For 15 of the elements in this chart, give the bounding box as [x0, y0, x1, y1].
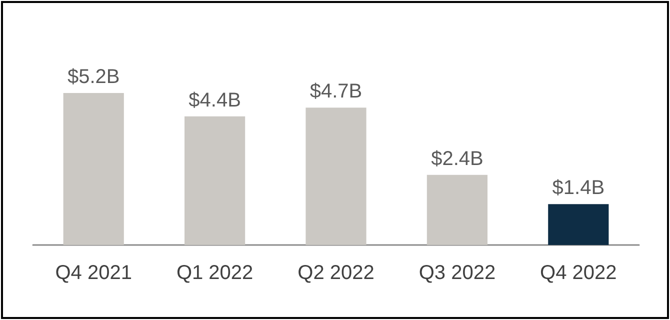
bar: [306, 108, 366, 245]
x-tick-label: Q4 2022: [540, 262, 617, 284]
x-tick-label: Q2 2022: [298, 262, 374, 284]
data-label: $5.2B: [67, 66, 120, 88]
x-tick-label: Q4 2021: [55, 262, 132, 284]
bar: [426, 174, 488, 245]
bar: [548, 204, 609, 245]
data-label: $4.4B: [188, 89, 241, 112]
x-tick-label: Q3 2022: [418, 262, 496, 284]
data-label: $1.4B: [552, 177, 605, 200]
bar: [184, 116, 246, 245]
data-label: $2.4B: [431, 148, 484, 170]
bar: [63, 93, 124, 245]
data-label: $4.7B: [310, 80, 362, 103]
x-tick-label: Q1 2022: [176, 262, 254, 284]
